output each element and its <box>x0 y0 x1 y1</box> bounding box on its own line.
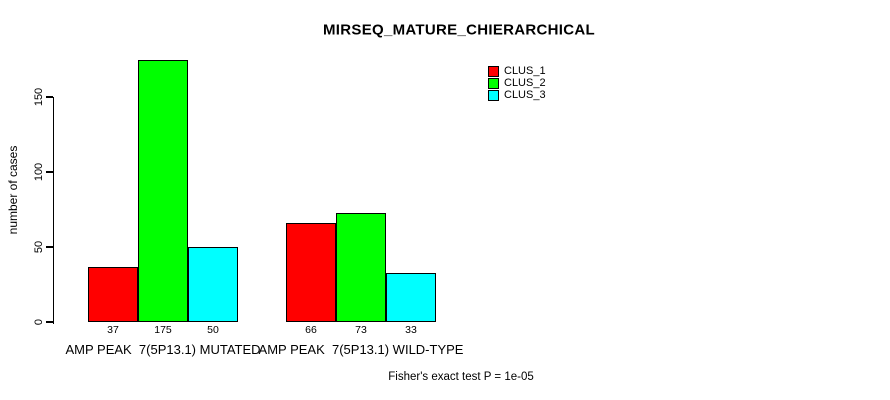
bar-value-label: 50 <box>207 324 219 336</box>
y-tick-mark <box>45 171 53 173</box>
bar-clus_2-group2 <box>336 212 386 322</box>
bar-clus_2-group1 <box>138 59 188 322</box>
bar-value-label: 37 <box>107 324 119 336</box>
y-axis-line <box>52 97 54 324</box>
bar-value-label: 175 <box>154 324 172 336</box>
y-tick-label: 100 <box>33 162 45 182</box>
annotation-text: Fisher's exact test P = 1e-05 <box>388 371 534 383</box>
y-axis-title: number of cases <box>6 145 20 235</box>
y-tick-label: 150 <box>33 87 45 107</box>
y-tick-label: 50 <box>33 240 45 254</box>
bar-value-label: 66 <box>305 324 317 336</box>
bar-clus_1-group1 <box>88 266 138 322</box>
group-label-1: AMP PEAK 7(5P13.1) MUTATED <box>65 342 261 357</box>
bar-clus_3-group2 <box>386 272 436 322</box>
y-tick-mark <box>45 321 53 323</box>
y-tick-label: 0 <box>33 318 45 326</box>
chart-title: MIRSEQ_MATURE_CHIERARCHICAL <box>323 21 595 39</box>
bar-clus_1-group2 <box>286 223 336 322</box>
group-label-2: AMP PEAK 7(5P13.1) WILD-TYPE <box>258 342 464 357</box>
bar-clus_3-group1 <box>188 247 238 322</box>
y-tick-mark <box>45 96 53 98</box>
bar-value-label: 73 <box>355 324 367 336</box>
bar-value-label: 33 <box>405 324 417 336</box>
y-tick-mark <box>45 246 53 248</box>
